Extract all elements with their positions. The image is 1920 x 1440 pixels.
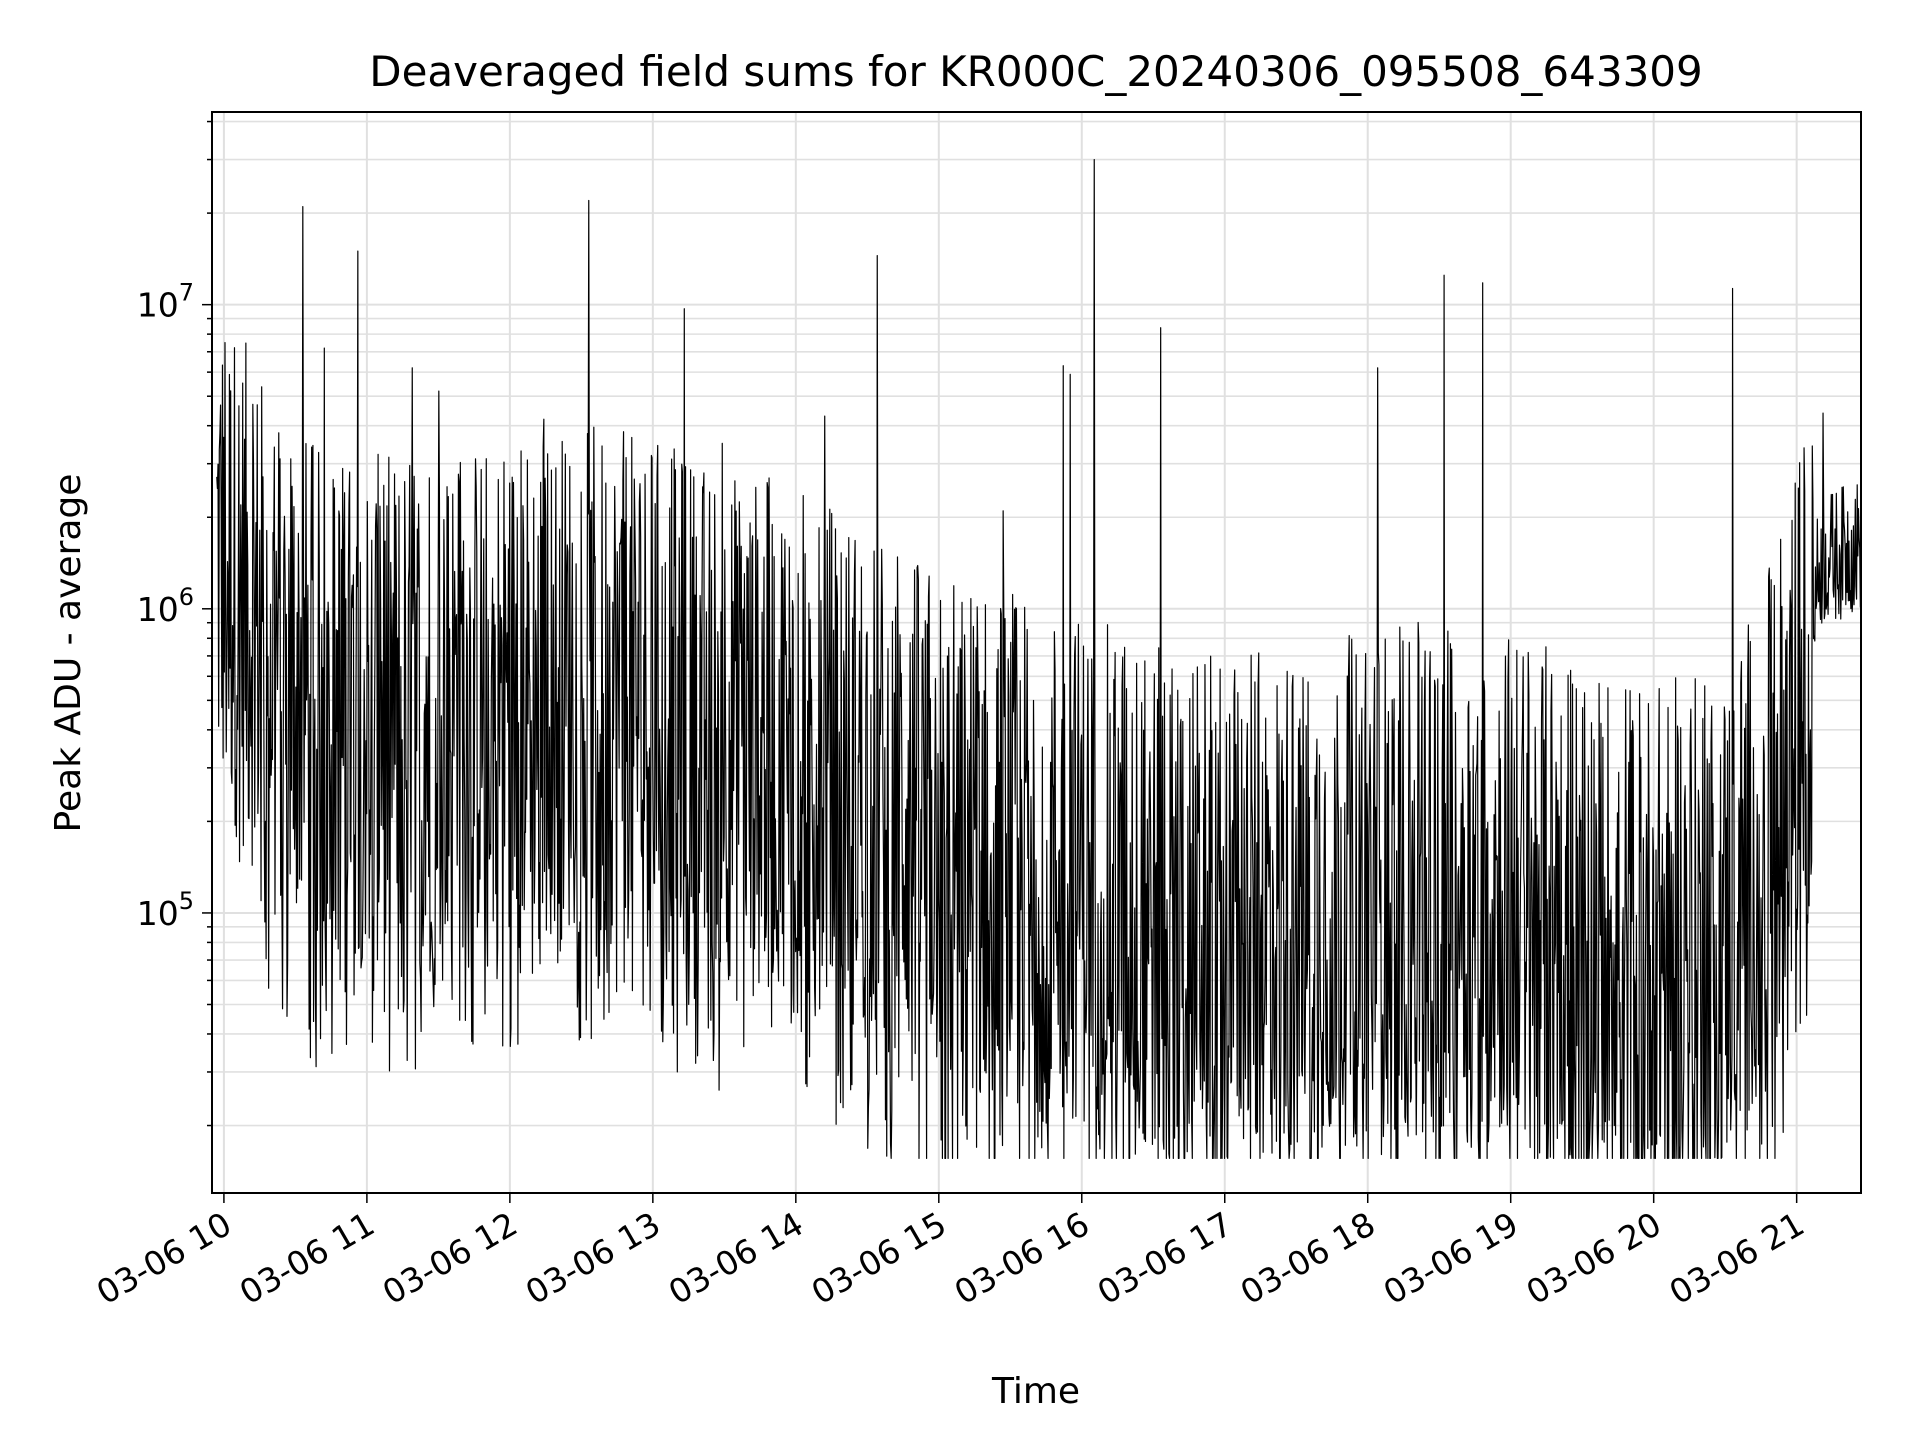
y-tick-exponent: 7 [179,279,194,307]
chart-title: Deaveraged field sums for KR000C_2024030… [369,47,1703,96]
y-tick-exponent: 6 [179,583,194,611]
x-axis-label: Time [991,1371,1080,1412]
y-tick-base: 10 [137,286,179,325]
y-tick-exponent: 5 [179,887,194,915]
y-tick-label: 105 [137,887,194,933]
y-axis-label: Peak ADU - average [48,474,89,833]
y-tick-base: 10 [137,894,179,933]
y-tick-label: 106 [137,583,194,629]
plot-frame [211,111,1862,1194]
y-tick-label: 107 [137,279,194,325]
y-tick-base: 10 [137,590,179,629]
plot-area [216,158,1862,1159]
data-line [216,158,1862,1159]
